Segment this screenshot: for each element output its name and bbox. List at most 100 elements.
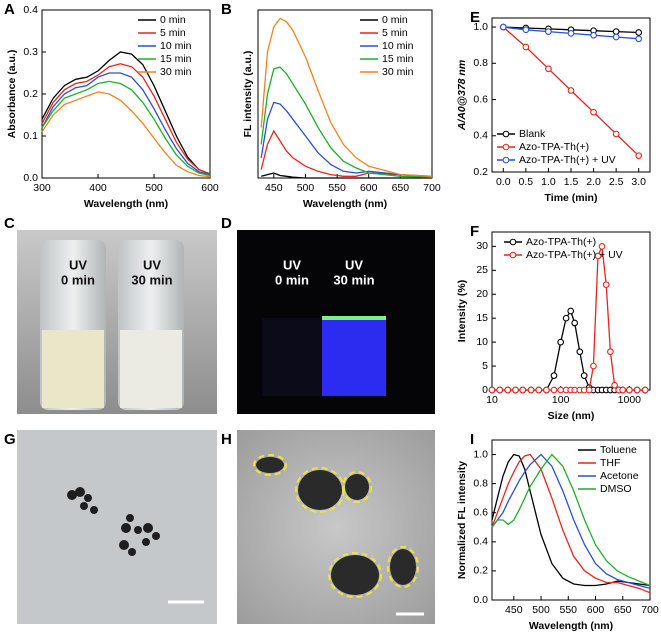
series-line bbox=[261, 172, 432, 179]
x-tick-label: 550 bbox=[560, 604, 578, 616]
data-point bbox=[633, 386, 641, 394]
data-point bbox=[625, 386, 633, 394]
legend-label: 0 min bbox=[382, 14, 408, 26]
x-axis-label: Time (min) bbox=[545, 192, 598, 204]
legend-label: 0 min bbox=[160, 14, 186, 26]
x-tick-label: 400 bbox=[89, 182, 107, 194]
data-point bbox=[611, 381, 618, 389]
data-point bbox=[576, 348, 584, 356]
series-line bbox=[491, 453, 651, 594]
data-point bbox=[567, 87, 575, 94]
series-line bbox=[260, 17, 433, 177]
legend-label: Azo-TPA-Th(+) bbox=[526, 236, 596, 248]
panel-label: A bbox=[4, 1, 15, 18]
series-line bbox=[41, 91, 211, 178]
particles bbox=[67, 487, 160, 556]
legend-label: Acetone bbox=[600, 470, 639, 482]
legend-marker bbox=[502, 130, 510, 138]
legend-marker bbox=[509, 238, 517, 246]
y-tick-label: 1.0 bbox=[473, 448, 488, 460]
data-point bbox=[590, 31, 597, 39]
y-tick-label: 0.4 bbox=[473, 536, 488, 548]
panel-label: C bbox=[4, 215, 15, 232]
legend-marker bbox=[502, 143, 510, 151]
x-tick-label: 550 bbox=[328, 182, 346, 194]
legend-marker bbox=[509, 251, 517, 259]
legend-label: Azo-TPA-Th(+) + UV bbox=[526, 249, 623, 261]
x-axis-label: Wavelength (nm) bbox=[84, 198, 168, 210]
legend-label: 15 min bbox=[382, 53, 414, 65]
y-tick-label: 0.0 bbox=[473, 594, 488, 606]
legend-label: 5 min bbox=[160, 27, 186, 39]
data-point bbox=[512, 386, 519, 394]
data-point bbox=[535, 386, 543, 394]
legend-label: Blank bbox=[519, 128, 546, 140]
x-tick-label: 500 bbox=[297, 182, 315, 194]
series-line bbox=[491, 453, 651, 590]
y-tick-label: 0.4 bbox=[473, 130, 488, 142]
vial-liquid bbox=[42, 330, 104, 408]
data-point bbox=[607, 348, 614, 356]
data-point bbox=[550, 386, 558, 394]
particles bbox=[256, 457, 416, 595]
data-point bbox=[543, 386, 550, 394]
data-point bbox=[635, 35, 643, 43]
y-tick-label: 0.6 bbox=[473, 93, 488, 105]
data-point bbox=[504, 386, 512, 394]
meniscus bbox=[322, 316, 386, 320]
x-tick-label: 600 bbox=[360, 182, 378, 194]
x-tick-label: 2.0 bbox=[586, 176, 601, 188]
y-tick-label: 0.8 bbox=[473, 477, 488, 489]
data-point bbox=[590, 108, 597, 116]
outlines bbox=[253, 454, 419, 598]
x-tick-label: 600 bbox=[201, 182, 219, 194]
series-line bbox=[41, 51, 211, 175]
y-axis-label: Absorbance (a.u.) bbox=[6, 50, 18, 139]
y-tick-label: 0.4 bbox=[23, 4, 38, 16]
panel-label: B bbox=[221, 1, 232, 18]
data-point bbox=[488, 386, 496, 394]
legend-label: 30 min bbox=[160, 66, 192, 78]
panel-label: H bbox=[221, 431, 232, 448]
data-point bbox=[522, 26, 530, 34]
vial-liquid bbox=[262, 318, 322, 396]
photo-label: 0 min bbox=[61, 272, 95, 287]
legend-label: 10 min bbox=[382, 40, 414, 52]
y-axis-label: A/A0@378 nm bbox=[456, 60, 468, 131]
photo-h: H bbox=[221, 430, 435, 624]
data-point bbox=[519, 386, 527, 394]
x-tick-label: 600 bbox=[587, 604, 605, 616]
photo-label: UV bbox=[345, 257, 363, 272]
data-point bbox=[562, 314, 570, 322]
x-tick-label: 1.0 bbox=[541, 176, 556, 188]
photo-g: G bbox=[4, 430, 217, 624]
legend-label: 30 min bbox=[382, 66, 414, 78]
series-line bbox=[41, 80, 211, 177]
x-tick-label: 2.5 bbox=[609, 176, 624, 188]
data-point bbox=[499, 23, 507, 31]
vial-liquid bbox=[322, 318, 386, 396]
y-axis-label: Intensity (%) bbox=[456, 280, 468, 342]
legend-label: 5 min bbox=[382, 27, 408, 39]
data-point bbox=[612, 130, 620, 138]
panel-label: G bbox=[4, 431, 16, 448]
x-axis-label: Wavelength (nm) bbox=[529, 620, 613, 632]
panel-label: I bbox=[470, 431, 474, 448]
photo-label: 0 min bbox=[275, 272, 309, 287]
series-line bbox=[41, 63, 211, 175]
y-tick-label: 30 bbox=[476, 240, 488, 252]
x-axis-label: Size (nm) bbox=[548, 410, 595, 422]
x-tick-label: 650 bbox=[614, 604, 632, 616]
data-point bbox=[567, 30, 575, 37]
data-point bbox=[557, 338, 565, 346]
x-tick-label: 100 bbox=[552, 394, 570, 406]
vial-liquid bbox=[120, 330, 182, 408]
legend-label: THF bbox=[600, 457, 620, 469]
y-tick-label: 0.0 bbox=[23, 172, 38, 184]
photo-label: 30 min bbox=[131, 272, 172, 287]
data-point bbox=[545, 65, 552, 73]
x-tick-label: 1.5 bbox=[564, 176, 579, 188]
data-point bbox=[557, 386, 565, 394]
y-tick-label: 0 bbox=[482, 384, 488, 396]
series-line bbox=[491, 453, 651, 587]
